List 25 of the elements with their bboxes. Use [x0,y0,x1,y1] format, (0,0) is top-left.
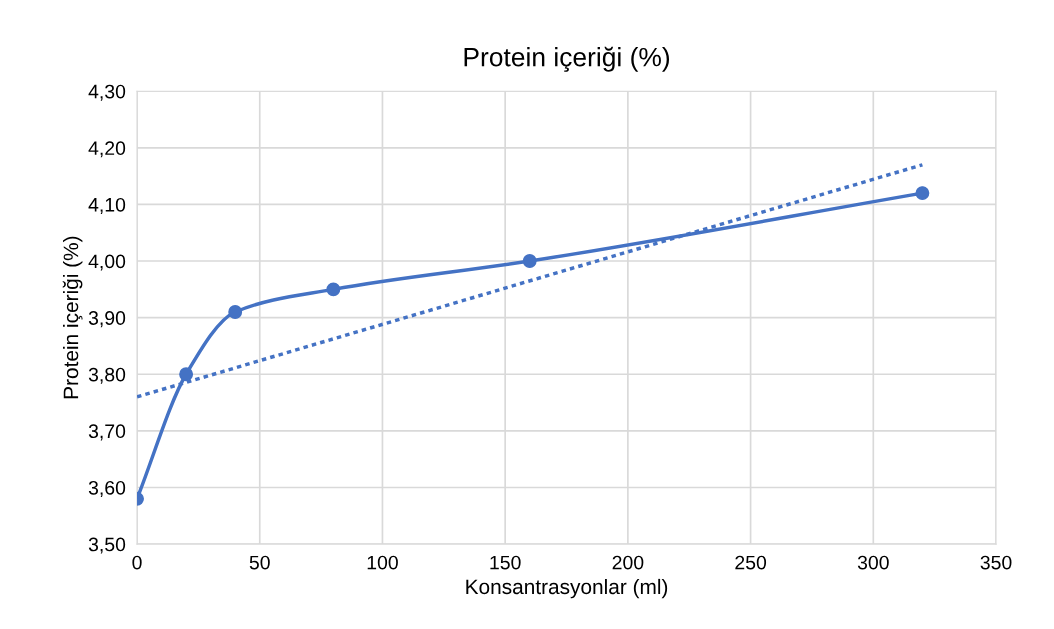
point [179,367,194,382]
y-tick-label: 4,10 [88,197,126,214]
y-axis-title: Protein içeriği (%) [62,236,83,399]
x-tick-label: 100 [367,555,398,570]
x-tick-label: 300 [857,555,889,570]
y-tick-label: 3,90 [88,311,126,328]
x-tick-label: 200 [612,555,644,570]
x-tick-label: 350 [980,555,1012,570]
y-tick-label: 4,20 [88,141,126,158]
y-tick-label: 3,60 [88,480,126,498]
y-tick-label: 4,30 [88,84,126,101]
x-tick-label: 50 [249,555,270,570]
x-axis-title: Konsantrasyonlar (ml) [466,578,668,599]
x-tick-label: 250 [735,555,767,570]
x-tick-label: 150 [490,555,521,570]
y-tick-label: 3,70 [88,424,126,441]
point [522,254,537,268]
point [228,305,243,319]
y-tick-label: 4,00 [88,254,126,271]
point [915,186,930,201]
chart-title: Protein içeriği (%) [464,46,670,72]
y-tick-label: 3,50 [88,537,126,554]
y-tick-label: 3,80 [88,367,126,384]
x-tick-label: 0 [132,555,142,570]
point [326,282,341,297]
